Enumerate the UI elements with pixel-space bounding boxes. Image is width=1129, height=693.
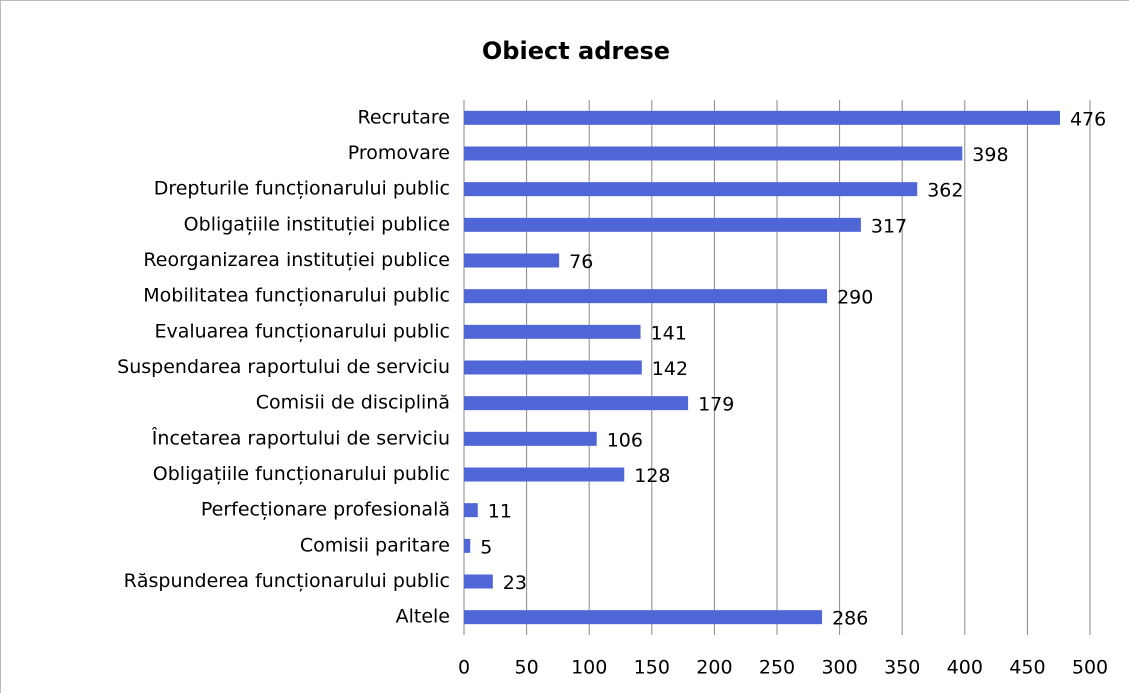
data-label: 142 [652,358,688,380]
y-tick-label: Răspunderea funcționarului public [124,570,450,592]
bar [464,503,478,518]
x-tick-label: 500 [1072,657,1108,679]
data-label: 11 [488,501,512,523]
data-label: 128 [634,465,670,487]
bar [464,289,828,304]
x-tick-label: 0 [458,657,470,679]
data-label: 179 [698,394,734,416]
bar [464,146,963,161]
y-tick-label: Evaluarea funcționarului public [154,320,450,342]
bar [464,110,1060,125]
y-tick-label: Altele [396,606,450,628]
data-label: 317 [871,215,907,237]
data-label: 106 [607,429,643,451]
x-tick-label: 300 [821,657,857,679]
x-tick-label: 200 [696,657,732,679]
data-label: 5 [480,536,492,558]
x-tick-label: 50 [515,657,539,679]
y-tick-label: Promovare [348,142,450,164]
x-tick-label: 250 [759,657,795,679]
data-label: 476 [1070,108,1106,130]
bar [464,431,597,446]
x-tick-label: 100 [571,657,607,679]
x-tick-label: 350 [884,657,920,679]
bar [464,574,493,589]
bar [464,217,861,232]
bar [464,253,560,268]
data-label: 141 [651,322,687,344]
y-tick-label: Comisii de disciplină [256,392,450,414]
y-tick-label: Încetarea raportului de serviciu [151,426,450,449]
chart-title: Obiect adrese [482,37,670,65]
x-tick-label: 150 [634,657,670,679]
y-tick-label: Reorganizarea instituției publice [143,249,450,271]
bar [464,610,823,625]
data-label: 362 [927,180,963,202]
x-tick-label: 450 [1009,657,1045,679]
bar [464,467,625,482]
bar [464,396,689,411]
data-label: 286 [832,608,868,630]
y-tick-label: Comisii paritare [300,534,450,556]
y-tick-label: Suspendarea raportului de serviciu [117,356,450,378]
y-tick-label: Recrutare [357,106,450,128]
data-label: 398 [972,144,1008,166]
bar [464,538,471,553]
bar [464,360,642,375]
y-tick-label: Obligațiile instituției publice [184,213,450,235]
bar [464,182,918,197]
y-tick-label: Obligațiile funcționarului public [153,463,450,485]
x-tick-label: 400 [947,657,983,679]
data-label: 290 [837,287,873,309]
y-tick-label: Mobilitatea funcționarului public [143,285,450,307]
y-tick-label: Perfecționare profesională [201,499,450,521]
data-label: 76 [569,251,593,273]
bar [464,324,641,339]
data-label: 23 [503,572,527,594]
y-tick-label: Drepturile funcționarului public [154,178,450,200]
